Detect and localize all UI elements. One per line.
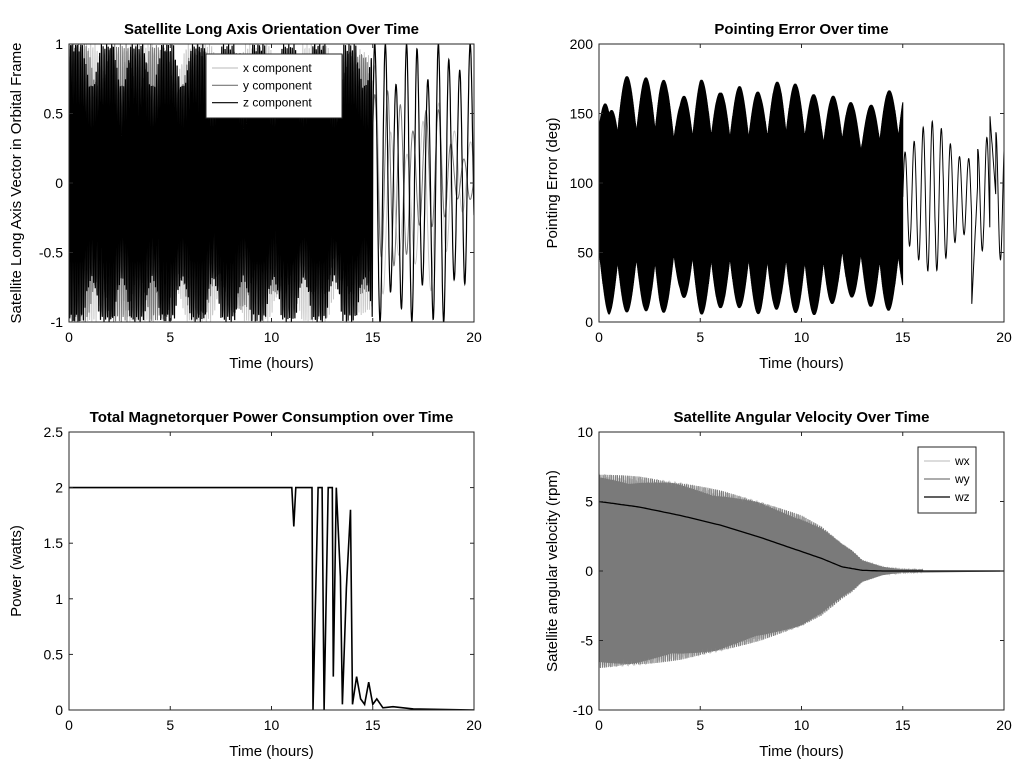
plot-title: Satellite Angular Velocity Over Time [674,409,930,426]
series-line-wz [599,500,1004,572]
y-tick-label: -1 [51,314,64,330]
legend-box [917,446,977,514]
plot-3: 0 5 10 15 20 0 0.5 1 1.5 2 2.5 Total Magnetorquer P… [8,409,482,760]
y-tick-label: 0 [55,702,63,718]
y-tick-label: 0.5 [44,646,64,662]
x-tick-label: 5 [696,717,704,733]
y-tick-label: -10 [573,702,593,718]
x-tick-label: 0 [65,717,73,733]
y-axis-label: Satellite Long Axis Vector in Orbital Fr… [8,43,25,324]
y-axis-label: Power (watts) [8,525,25,617]
legend: wx wy wz [917,446,977,514]
y-tick-label: 0 [585,314,593,330]
y-tick-label: 100 [570,175,594,191]
y-tick-label: 2 [55,480,63,496]
y-tick-label: 1 [55,36,63,52]
x-tick-label: 0 [595,329,603,345]
x-tick-label: 20 [466,329,482,345]
x-tick-label: 10 [794,717,810,733]
y-tick-label: 0 [585,563,593,579]
y-tick-label: 150 [570,106,594,122]
x-tick-label: 15 [365,717,381,733]
x-axis-label: Time (hours) [759,743,843,760]
y-tick-label: 2.5 [44,424,64,440]
x-axis-label: Time (hours) [759,355,843,372]
legend-label: wz [954,490,970,504]
y-tick-label: 5 [585,494,593,510]
x-tick-label: 0 [595,717,603,733]
x-tick-label: 15 [365,329,381,345]
legend-label: wy [954,472,970,486]
x-tick-label: 20 [996,329,1012,345]
legend: x component y component z component [205,53,343,119]
plot-4: 0 5 10 15 20 -10 -5 0 5 10 Satellite Angular Veloc… [544,409,1012,760]
x-tick-label: 10 [794,329,810,345]
x-axis-label: Time (hours) [229,355,313,372]
x-tick-label: 0 [65,329,73,345]
x-tick-label: 5 [696,329,704,345]
y-tick-label: 200 [570,36,594,52]
x-tick-label: 20 [996,717,1012,733]
plot-title: Pointing Error Over time [714,21,888,38]
series-line-wy [599,474,1004,669]
y-tick-label: -0.5 [39,245,63,261]
series-line-tail [902,116,1004,304]
x-tick-label: 5 [166,329,174,345]
plot-1: 0 5 10 15 20 -1 -0.5 0 0.5 1 Satellite Long Axis O… [8,21,482,372]
y-tick-label: 50 [577,245,593,261]
y-tick-label: 0.5 [44,106,64,122]
x-axis-label: Time (hours) [229,743,313,760]
x-tick-label: 10 [264,329,280,345]
axes-box [68,431,475,711]
plot-title: Total Magnetorquer Power Consumption ove… [90,409,454,426]
y-tick-label: 0 [55,175,63,191]
legend-box [205,53,343,119]
y-axis-label: Pointing Error (deg) [544,118,561,249]
x-tick-label: 20 [466,717,482,733]
plot-area-3 [69,486,474,710]
y-tick-label: 10 [577,424,593,440]
y-tick-label: -5 [581,633,594,649]
y-tick-label: 1 [55,591,63,607]
plot-area-2 [599,76,1004,316]
y-axis-label: Satellite angular velocity (rpm) [544,470,561,672]
x-tick-label: 5 [166,717,174,733]
x-tick-label: 15 [895,717,911,733]
x-tick-label: 10 [264,717,280,733]
y-tick-label: 1.5 [44,535,64,551]
legend-label: wx [954,454,970,468]
legend-label: z component [243,96,312,110]
legend-label: x component [243,61,312,75]
plot-title: Satellite Long Axis Orientation Over Tim… [124,21,419,38]
legend-label: y component [243,78,312,92]
series-line-main [599,76,904,316]
plot-area-4 [599,473,1004,669]
series-line-power [69,486,474,710]
x-tick-label: 15 [895,329,911,345]
